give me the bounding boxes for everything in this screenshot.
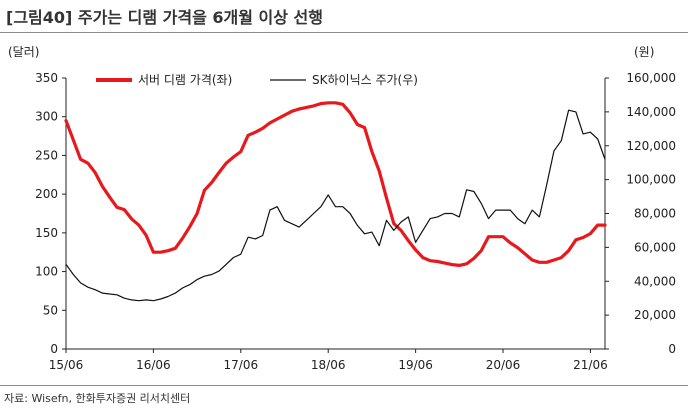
left-tick-label: 150 bbox=[35, 226, 58, 240]
left-tick-label: 100 bbox=[35, 265, 58, 279]
title-divider bbox=[0, 32, 688, 33]
left-tick-label: 0 bbox=[50, 342, 58, 356]
x-tick-label: 16/06 bbox=[136, 358, 171, 372]
right-tick-label: 60,000 bbox=[634, 240, 676, 254]
chart-axes bbox=[65, 78, 606, 350]
legend-label: 서버 디램 가격(좌) bbox=[138, 73, 232, 87]
chart-title: [그림40] 주가는 디램 가격을 6개월 이상 선행 bbox=[6, 8, 323, 27]
source-divider bbox=[0, 385, 688, 386]
dram-price-line bbox=[64, 101, 607, 267]
left-tick-label: 350 bbox=[35, 71, 58, 85]
line-chart: 0 50 100 150 200 250 300 350 0 20,000 40,000 60,00… bbox=[8, 45, 676, 372]
series-lines bbox=[64, 101, 607, 302]
left-tick-label: 50 bbox=[43, 303, 58, 317]
left-tick-label: 200 bbox=[35, 187, 58, 201]
right-tick-label: 20,000 bbox=[634, 308, 676, 322]
right-tick-label: 160,000 bbox=[626, 71, 676, 85]
x-tick-label: 17/06 bbox=[224, 358, 259, 372]
x-tick-label: 19/06 bbox=[398, 358, 433, 372]
legend-label: SK하이닉스 주가(우) bbox=[312, 73, 418, 87]
right-tick-label: 100,000 bbox=[626, 173, 676, 187]
right-axis-ticks: 0 20,000 40,000 60,000 80,000 100,000 120,000 1… bbox=[605, 71, 676, 356]
left-axis-unit: (달러) bbox=[8, 45, 39, 59]
legend: 서버 디램 가격(좌) SK하이닉스 주가(우) bbox=[96, 73, 418, 87]
source-note: 자료: Wisefn, 한화투자증권 리서치센터 bbox=[4, 392, 191, 405]
right-tick-label: 80,000 bbox=[634, 207, 676, 221]
right-tick-label: 40,000 bbox=[634, 274, 676, 288]
x-tick-label: 18/06 bbox=[311, 358, 346, 372]
left-axis-ticks: 0 50 100 150 200 250 300 350 bbox=[35, 71, 66, 356]
right-tick-label: 0 bbox=[668, 342, 676, 356]
hynix-price-line bbox=[65, 109, 606, 302]
left-tick-label: 300 bbox=[35, 110, 58, 124]
x-tick-label: 21/06 bbox=[573, 358, 608, 372]
x-tick-label: 15/06 bbox=[49, 358, 84, 372]
right-tick-label: 140,000 bbox=[626, 105, 676, 119]
right-axis-unit: (원) bbox=[634, 45, 654, 59]
left-tick-label: 250 bbox=[35, 148, 58, 162]
x-axis-ticks: 15/06 16/06 17/06 18/06 19/06 20/06 21/06 bbox=[49, 349, 608, 372]
right-tick-label: 120,000 bbox=[626, 139, 676, 153]
x-tick-label: 20/06 bbox=[486, 358, 521, 372]
